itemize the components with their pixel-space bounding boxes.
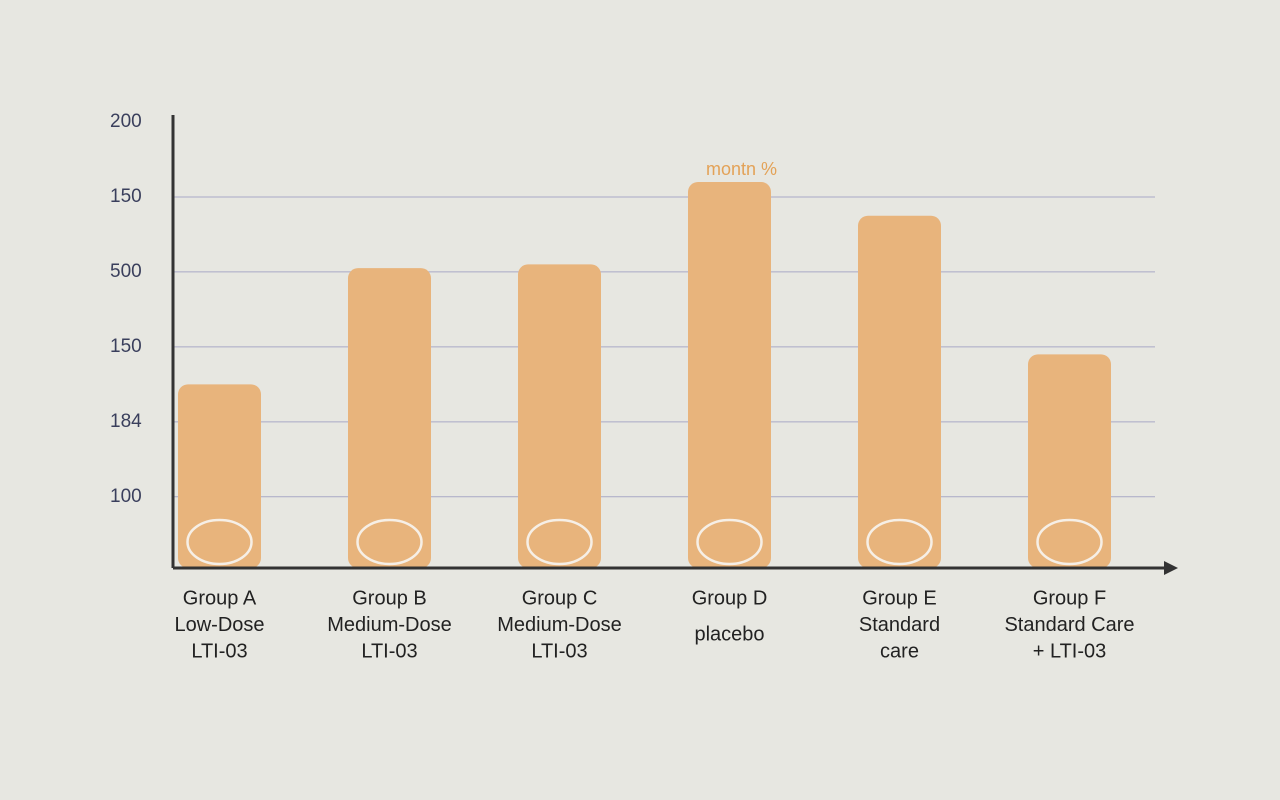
bar: [348, 268, 431, 568]
bar-decoration: [186, 518, 253, 566]
x-tick-label: Standard: [859, 614, 940, 636]
x-tick-label: Group E: [862, 587, 936, 609]
x-tick-label: Medium-Dose: [327, 614, 451, 636]
x-tick-label: LTI-03: [361, 640, 417, 662]
bar-decoration: [866, 518, 933, 566]
x-tick-label: care: [880, 640, 919, 662]
y-tick-label: 150: [110, 336, 142, 357]
y-tick-label: 184: [110, 411, 142, 432]
y-tick-label: 500: [110, 261, 142, 282]
x-tick-label: + LTI-03: [1033, 640, 1107, 662]
bar: [518, 264, 601, 568]
bar: [858, 215, 941, 568]
annotation: montn %: [706, 159, 777, 179]
x-tick-label: Group D: [692, 587, 768, 609]
bar: [178, 384, 261, 568]
bar-decoration: [696, 518, 763, 566]
x-tick-label: LTI-03: [531, 640, 587, 662]
x-tick-label: Group A: [183, 587, 257, 609]
y-tick-label: 150: [110, 186, 142, 207]
x-tick-label: Standard Care: [1004, 614, 1134, 636]
x-tick-label: Medium-Dose: [497, 614, 621, 636]
y-tick-label: 100: [110, 486, 142, 507]
bar: [688, 181, 771, 569]
bar-decoration: [1036, 518, 1103, 566]
y-tick-label: 200: [110, 111, 142, 132]
x-tick-label: Group C: [522, 587, 598, 609]
x-tick-label: Group F: [1033, 587, 1106, 609]
x-tick-label: LTI-03: [191, 640, 247, 662]
x-axis-arrow: [1164, 561, 1178, 575]
x-tick-label: Group B: [352, 587, 426, 609]
bar: [1028, 354, 1111, 568]
bar-decoration: [526, 518, 593, 566]
x-tick-label: Low-Dose: [174, 614, 264, 636]
bar-decoration: [356, 518, 423, 566]
x-tick-label: placebo: [694, 623, 764, 645]
